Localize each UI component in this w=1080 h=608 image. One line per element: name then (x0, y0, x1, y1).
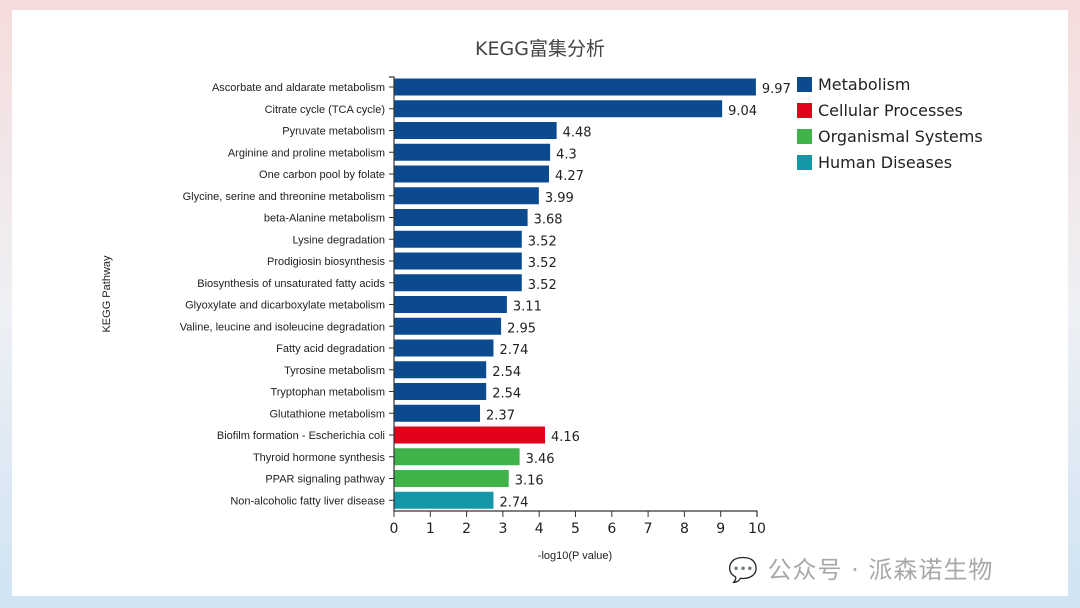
data-label: 4.16 (551, 430, 580, 445)
bar (394, 317, 502, 335)
data-label: 4.27 (555, 169, 584, 184)
legend-label: Metabolism (818, 75, 910, 94)
bar (394, 470, 509, 487)
y-tick-label: Glutathione metabolism (269, 408, 385, 420)
y-axis-label: KEGG Pathway (101, 255, 113, 333)
bar (394, 426, 546, 444)
bar (394, 143, 551, 161)
y-tick-label: beta-Alanine metabolism (264, 213, 385, 225)
y-tick-label: Non-alcoholic fatty liver disease (230, 495, 385, 507)
y-tick-label: PPAR signaling pathway (265, 474, 385, 486)
data-label: 2.54 (492, 387, 521, 402)
x-tick-label: 6 (607, 521, 616, 537)
bar (394, 100, 723, 118)
bar (394, 209, 528, 226)
data-label: 2.74 (499, 343, 528, 358)
data-label: 3.68 (534, 213, 563, 228)
x-tick-label: 1 (426, 521, 435, 537)
y-tick-label: Thyroid hormone synthesis (253, 452, 386, 464)
x-tick-label: 3 (498, 521, 507, 537)
y-tick-label: Biofilm formation - Escherichia coli (217, 430, 385, 442)
x-tick-label: 4 (535, 521, 544, 537)
bar (394, 296, 507, 313)
x-tick-label: 0 (390, 521, 399, 537)
x-tick-label: 5 (571, 521, 580, 537)
bar (394, 78, 756, 96)
data-label: 3.52 (528, 278, 557, 293)
wechat-icon: 💬 (728, 556, 759, 584)
x-tick-label: 8 (680, 521, 689, 537)
data-label: 2.95 (507, 321, 536, 336)
legend-label: Organismal Systems (818, 127, 983, 146)
bar (394, 230, 522, 248)
data-label: 2.74 (499, 495, 528, 510)
bar (394, 383, 487, 400)
data-label: 4.3 (556, 147, 577, 162)
y-tick-label: Glycine, serine and threonine metabolism (183, 191, 385, 203)
y-tick-label: Biosynthesis of unsaturated fatty acids (197, 278, 385, 290)
data-label: 3.99 (545, 191, 574, 206)
y-tick-label: Lysine degradation (292, 234, 385, 246)
y-tick-label: Glyoxylate and dicarboxylate metabolism (185, 300, 385, 312)
y-tick-label: Tyrosine metabolism (284, 365, 385, 377)
data-label: 2.37 (486, 408, 515, 423)
data-label: 3.52 (528, 234, 557, 249)
legend-swatch (797, 155, 812, 170)
bar (394, 274, 522, 292)
bar (394, 339, 494, 357)
bar (394, 404, 481, 422)
bar (394, 187, 539, 205)
y-tick-label: Fatty acid degradation (276, 343, 385, 355)
data-label: 9.04 (728, 104, 757, 119)
legend-swatch (797, 77, 812, 92)
y-tick-label: Valine, leucine and isoleucine degradati… (180, 321, 385, 333)
data-label: 3.11 (513, 300, 542, 315)
y-tick-label: One carbon pool by folate (259, 169, 385, 181)
legend-label: Cellular Processes (818, 101, 963, 120)
y-tick-label: Pyruvate metabolism (282, 126, 385, 138)
bar (394, 361, 487, 379)
bar (394, 491, 494, 509)
data-label: 3.16 (515, 474, 544, 489)
data-label: 3.46 (526, 452, 555, 467)
x-tick-label: 9 (716, 521, 725, 537)
x-axis-label: -log10(P value) (538, 550, 612, 562)
y-tick-label: Tryptophan metabolism (270, 387, 385, 399)
y-tick-label: Citrate cycle (TCA cycle) (265, 104, 385, 116)
bar (394, 252, 522, 270)
legend-swatch (797, 103, 812, 118)
data-label: 3.52 (528, 256, 557, 271)
x-tick-label: 7 (644, 521, 653, 537)
bar (394, 122, 557, 139)
bar (394, 165, 550, 183)
x-tick-label: 2 (462, 521, 471, 537)
y-tick-label: Prodigiosin biosynthesis (267, 256, 386, 268)
chart-title: KEGG富集分析 (475, 38, 605, 60)
watermark: 💬 公众号 · 派森诺生物 (728, 556, 994, 584)
y-tick-label: Ascorbate and aldarate metabolism (212, 82, 385, 94)
bar (394, 448, 520, 466)
data-label: 2.54 (492, 365, 521, 380)
data-label: 4.48 (563, 126, 592, 141)
x-tick-label: 10 (748, 521, 766, 537)
legend-label: Human Diseases (818, 153, 952, 172)
y-tick-label: Arginine and proline metabolism (228, 147, 385, 159)
legend-swatch (797, 129, 812, 144)
data-label: 9.97 (762, 82, 791, 97)
